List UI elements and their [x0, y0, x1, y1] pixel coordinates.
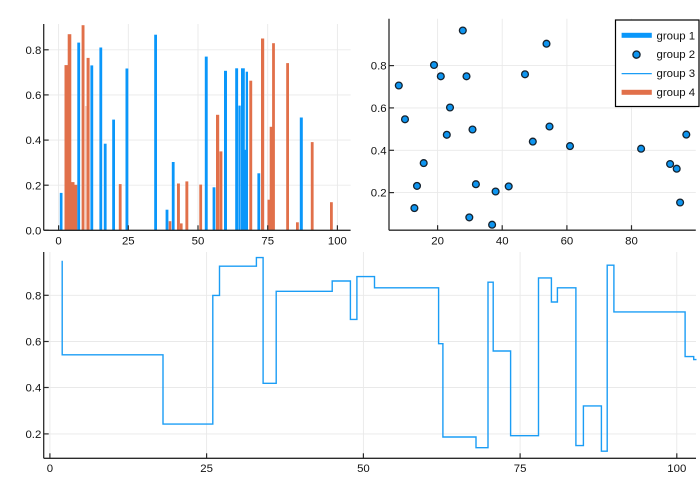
- svg-text:0.8: 0.8: [25, 45, 41, 57]
- svg-text:75: 75: [261, 236, 274, 248]
- svg-text:80: 80: [625, 236, 638, 248]
- svg-text:0.8: 0.8: [25, 290, 41, 302]
- svg-text:0.6: 0.6: [25, 337, 41, 349]
- svg-text:75: 75: [514, 463, 527, 475]
- svg-text:100: 100: [667, 463, 686, 475]
- svg-text:100: 100: [328, 236, 347, 248]
- svg-text:0: 0: [55, 236, 61, 248]
- svg-text:0.4: 0.4: [25, 383, 41, 395]
- svg-text:0.2: 0.2: [25, 180, 41, 192]
- svg-text:0.8: 0.8: [371, 61, 387, 73]
- svg-text:60: 60: [561, 236, 574, 248]
- svg-text:0.4: 0.4: [25, 135, 41, 147]
- svg-text:0.2: 0.2: [371, 188, 387, 200]
- svg-text:group 3: group 3: [657, 68, 696, 80]
- svg-text:50: 50: [357, 463, 370, 475]
- svg-text:25: 25: [122, 236, 135, 248]
- svg-text:group 2: group 2: [657, 49, 696, 61]
- svg-text:0.4: 0.4: [371, 145, 387, 157]
- svg-text:0.6: 0.6: [25, 90, 41, 102]
- svg-text:0.6: 0.6: [371, 103, 387, 115]
- svg-text:25: 25: [200, 463, 213, 475]
- svg-text:50: 50: [192, 236, 205, 248]
- svg-text:0: 0: [47, 463, 53, 475]
- svg-text:20: 20: [431, 236, 444, 248]
- svg-text:0.2: 0.2: [25, 429, 41, 441]
- svg-text:0.0: 0.0: [25, 225, 41, 237]
- svg-text:40: 40: [496, 236, 509, 248]
- svg-text:group 4: group 4: [657, 87, 696, 99]
- svg-text:group 1: group 1: [657, 30, 696, 42]
